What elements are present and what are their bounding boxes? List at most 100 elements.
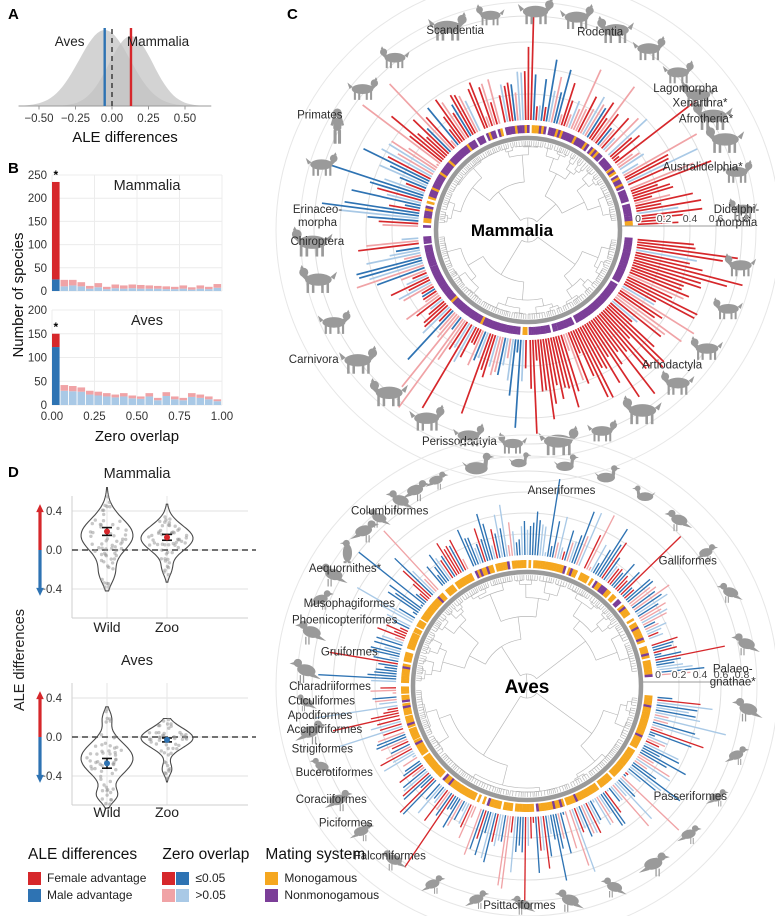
data-point	[154, 742, 159, 746]
y-tick-label: 100	[28, 353, 47, 365]
order-label: Strigiformes	[292, 744, 354, 756]
female-advantage-swatch	[28, 871, 41, 885]
data-point	[102, 581, 106, 585]
y-tick-label: 200	[28, 305, 47, 317]
hist-bar-female	[60, 279, 69, 287]
data-point	[155, 542, 160, 547]
data-point	[159, 557, 164, 561]
hist-bar-male	[196, 288, 205, 291]
data-point	[93, 549, 97, 553]
data-point	[107, 500, 112, 504]
aves-curve-label: Aves	[55, 34, 85, 49]
animal-silhouette-b	[295, 620, 327, 645]
data-point	[184, 733, 188, 737]
animal-silhouette-q	[587, 419, 618, 442]
data-point	[108, 505, 112, 509]
animal-silhouette-d	[508, 452, 532, 468]
data-point	[99, 523, 103, 527]
data-point	[105, 581, 109, 586]
data-point	[113, 735, 117, 739]
scale-grid-ring	[339, 41, 717, 419]
hist-bar-female	[120, 393, 128, 397]
data-point	[157, 738, 162, 742]
data-point	[114, 548, 119, 552]
data-point	[147, 731, 152, 735]
animal-silhouette-q	[453, 423, 485, 447]
animal-silhouette-q	[476, 4, 505, 26]
hist-bar-female	[86, 285, 94, 289]
outer-grid-ring	[299, 1, 757, 459]
hist-bar-male	[77, 391, 86, 405]
data-point	[123, 533, 128, 537]
x-tick-label: 0.50	[174, 113, 196, 125]
data-point	[147, 543, 152, 547]
legend-mating-system: Mating system Monogamous Nonmonogamous	[265, 846, 379, 905]
order-label: Didelphi-	[714, 204, 760, 216]
data-point	[180, 737, 185, 741]
data-point	[166, 557, 170, 562]
scale-tick-label: 0.6	[714, 669, 729, 681]
group-label: Wild	[93, 804, 120, 820]
data-point	[161, 719, 166, 723]
data-point	[149, 737, 153, 742]
panel-letter-d: D	[8, 464, 19, 481]
data-point	[167, 726, 171, 730]
mean-point	[104, 760, 110, 767]
data-point	[104, 554, 109, 558]
data-point	[100, 789, 105, 793]
x-tick-label: −0.25	[61, 113, 90, 125]
animal-silhouette-b	[380, 850, 407, 871]
hist-bar-male	[52, 347, 60, 405]
data-point	[100, 542, 104, 546]
hist-bar-female	[120, 285, 128, 289]
order-label: Phoenicopteriformes	[292, 615, 398, 627]
animal-silhouette-q	[728, 198, 758, 220]
order-label: Galliformes	[659, 555, 717, 567]
data-point	[177, 537, 181, 541]
data-point	[102, 783, 106, 787]
order-label: Anseriformes	[528, 485, 596, 497]
animal-silhouette-b	[732, 697, 763, 722]
data-point	[100, 797, 105, 801]
data-point	[119, 546, 124, 551]
data-point	[90, 521, 95, 526]
order-label: Passeriformes	[654, 791, 728, 803]
data-point	[108, 790, 113, 795]
hist-bar-female	[171, 286, 179, 290]
data-point	[156, 531, 161, 535]
female-advantage-label: Female advantage	[47, 871, 147, 885]
animal-silhouette-b	[695, 544, 719, 562]
data-point	[111, 762, 115, 766]
data-point	[93, 518, 98, 522]
legend-mating-title: Mating system	[265, 846, 366, 863]
scale-tick-label: 0.2	[657, 213, 672, 225]
order-label: Perissodactyla	[422, 436, 497, 448]
data-point	[174, 540, 178, 545]
order-label: Falconiformes	[354, 850, 426, 862]
phylogenetic-tree	[439, 140, 617, 320]
scale-tick-label: 0.2	[672, 669, 687, 681]
data-point	[173, 524, 177, 528]
y-tick-label: 0.0	[46, 732, 62, 744]
data-point	[111, 567, 115, 571]
hist-bar-male	[171, 399, 179, 405]
hist-bar-male	[145, 288, 154, 291]
animal-silhouette-b	[731, 633, 760, 656]
hist-bar-female	[196, 394, 205, 398]
y-tick-label: 250	[28, 170, 47, 182]
data-point	[114, 758, 118, 762]
data-point	[110, 543, 115, 547]
hist-bar-female	[69, 279, 77, 286]
legend-item-monogamous: Monogamous	[265, 871, 379, 885]
x-tick-label: 0.25	[137, 113, 159, 125]
data-point	[99, 777, 103, 781]
data-point	[157, 730, 161, 735]
hist-bar-male	[103, 289, 111, 291]
data-point	[97, 546, 101, 550]
data-point	[108, 779, 113, 784]
data-point	[108, 532, 113, 536]
data-point	[107, 585, 111, 589]
data-point	[172, 735, 176, 739]
hist-bar-female	[196, 285, 205, 289]
